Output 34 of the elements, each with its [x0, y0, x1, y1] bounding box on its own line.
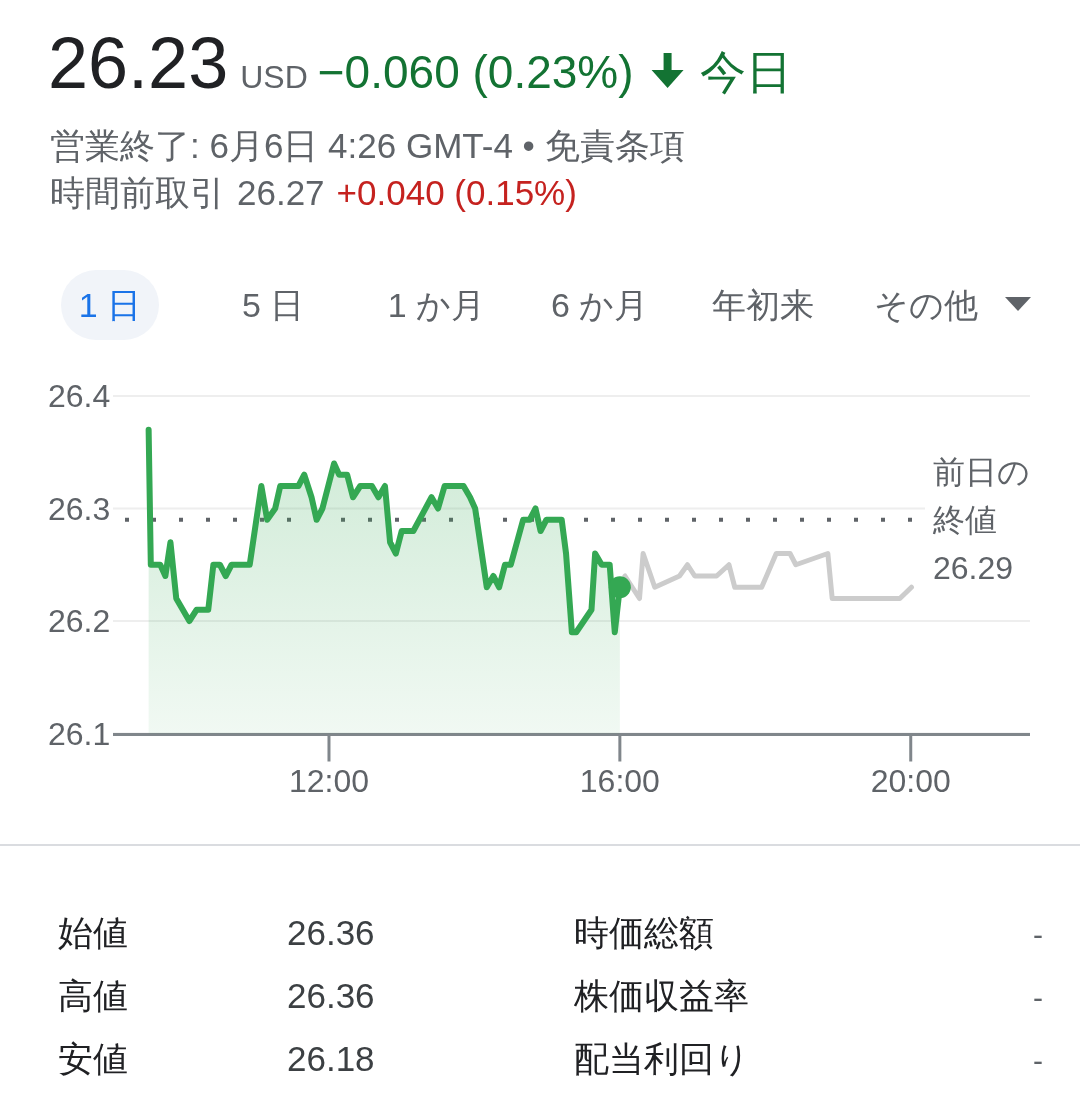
text: 始値: [58, 913, 128, 952]
text: 1 日: [78, 286, 142, 324]
text: その他: [874, 286, 978, 324]
text: 安値: [58, 1039, 128, 1078]
text: 年初来: [711, 286, 814, 324]
subtitle: 営業終了: 6月6日 4:26 GMT-4 • 免責条項: [50, 126, 685, 165]
text: 5 日: [242, 286, 305, 324]
text: 1 か月: [387, 286, 486, 324]
y-tick-label: 26.4: [48, 378, 111, 414]
text: 高値: [58, 976, 128, 1015]
text: 時間前取引: [50, 173, 225, 212]
title: 26.23: [48, 23, 229, 103]
text: 26.36: [287, 976, 375, 1015]
text: 26.27: [237, 173, 325, 212]
x-tick-label: 12:00: [288, 763, 370, 799]
y-tick-label: 26.1: [48, 715, 111, 752]
text: USD: [240, 59, 308, 95]
text: -: [1033, 1044, 1043, 1077]
text: −0.060 (0.23%): [317, 46, 634, 98]
text: -: [1033, 918, 1043, 951]
x-tick-label: 16:00: [579, 763, 660, 799]
text: -: [1033, 981, 1043, 1014]
ref-line-label: 前日の終値 26.29: [932, 453, 1030, 586]
y-tick-label: 26.2: [48, 603, 111, 639]
x-tick-label: 20:00: [870, 763, 951, 799]
text: 26.18: [287, 1039, 375, 1078]
y-tick-label: 26.3: [48, 490, 111, 527]
text: 時価総額: [574, 913, 714, 952]
text: +0.040 (0.15%): [336, 173, 577, 212]
text: 6 か月: [550, 286, 649, 324]
text: 株価収益率: [573, 976, 749, 1015]
text: 今日: [699, 46, 792, 98]
text: 26.36: [287, 913, 375, 952]
text: 配当利回り: [574, 1039, 750, 1078]
